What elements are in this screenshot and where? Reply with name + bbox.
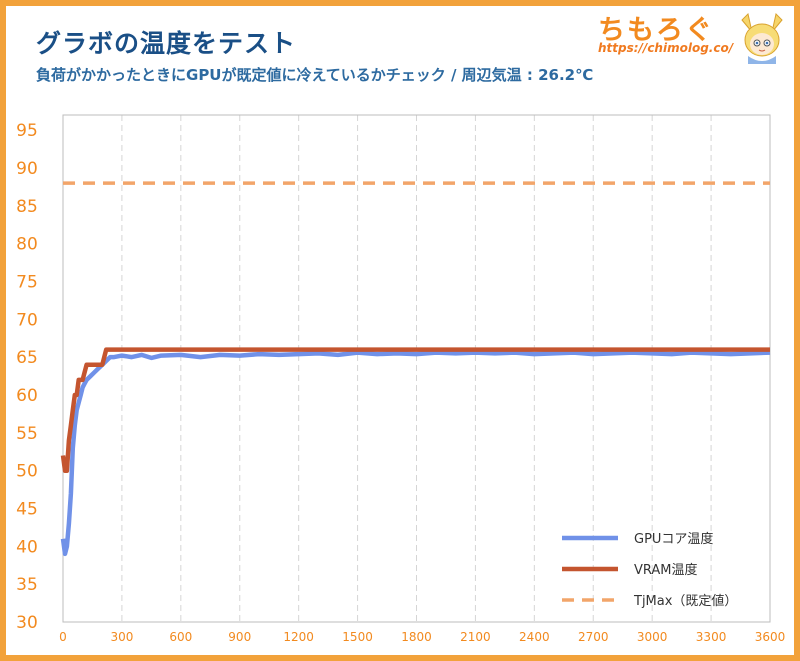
x-tick-label: 2100: [460, 630, 491, 644]
logo-url[interactable]: https://chimolog.co/: [598, 41, 734, 55]
series-line-0: [60, 350, 771, 557]
y-tick-label: 65: [16, 348, 38, 368]
y-tick-label: 60: [16, 386, 38, 406]
x-tick-label: 300: [110, 630, 133, 644]
y-tick-label: 30: [16, 613, 38, 633]
x-tick-label: 900: [228, 630, 251, 644]
y-tick-label: 50: [16, 462, 38, 482]
site-logo[interactable]: ちもろぐ https://chimolog.co/: [598, 8, 788, 68]
x-tick-label: 3300: [696, 630, 727, 644]
plot-border: [62, 114, 771, 623]
x-tick-label: 2700: [578, 630, 609, 644]
y-tick-label: 95: [16, 121, 38, 141]
y-tick-label: 80: [16, 235, 38, 255]
chart-title: グラボの温度をテスト: [36, 29, 297, 58]
y-tick-label: 75: [16, 272, 38, 292]
y-tick-label: 90: [16, 159, 38, 179]
mascot-icon: [741, 13, 783, 64]
y-tick-label: 40: [16, 537, 38, 557]
x-tick-label: 0: [59, 630, 67, 644]
legend-label: VRAM温度: [634, 562, 698, 578]
axes-layer: 0 300 600 900 1200 1500 1800 2100 2400 2700 3000 33…: [16, 114, 786, 644]
x-tick-label: 3600: [755, 630, 786, 644]
series-line-1: [60, 347, 770, 473]
chart-subtitle: 負荷がかかったときにGPUが既定値に冷えているかチェック / 周辺気温 : 26…: [36, 66, 594, 84]
logo-text: ちもろぐ: [598, 15, 714, 46]
y-tick-label: 70: [16, 310, 38, 330]
x-tick-label: 3000: [637, 630, 668, 644]
chart-legend: GPUコア温度 VRAM温度 TjMax（既定値）: [562, 531, 737, 609]
y-tick-label: 55: [16, 424, 38, 444]
grid-layer: [121, 115, 712, 622]
y-tick-label: 35: [16, 575, 38, 595]
legend-label: TjMax（既定値）: [633, 593, 737, 609]
series-layer: [60, 181, 771, 557]
x-tick-label: 1500: [342, 630, 373, 644]
x-tick-label: 1800: [401, 630, 432, 644]
y-tick-label: 45: [16, 499, 38, 519]
x-tick-label: 2400: [519, 630, 550, 644]
legend-label: GPUコア温度: [634, 531, 713, 547]
x-tick-label: 600: [169, 630, 192, 644]
y-tick-label: 85: [16, 197, 38, 217]
x-tick-label: 1200: [283, 630, 314, 644]
